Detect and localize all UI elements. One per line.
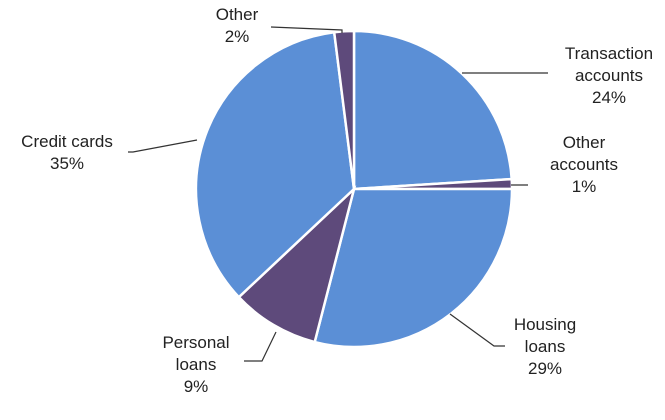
slice-value-label-credit-cards: 35%	[50, 154, 84, 173]
leader-line-personal-loans	[244, 331, 277, 362]
slice-name-label-other: Other	[216, 5, 259, 24]
slice-name-label-housing-loans: loans	[525, 337, 566, 356]
slice-value-label-other: 2%	[225, 27, 250, 46]
slice-name-label-credit-cards: Credit cards	[21, 132, 113, 151]
pie-slice-credit-cards	[194, 30, 356, 299]
leader-line-credit-cards	[128, 139, 198, 153]
slice-name-label-personal-loans: loans	[176, 355, 217, 374]
leader-line-other	[270, 26, 343, 33]
pie-slices	[194, 29, 514, 349]
leader-line-housing-loans	[449, 313, 505, 347]
slice-value-label-transaction-accounts: 24%	[592, 88, 626, 107]
slice-name-label-transaction-accounts: Transaction	[565, 44, 653, 63]
slice-name-label-personal-loans: Personal	[162, 333, 229, 352]
slice-name-label-other-accounts: Other	[563, 133, 606, 152]
slice-value-label-other-accounts: 1%	[572, 177, 597, 196]
pie-slice-transaction-accounts	[352, 29, 514, 191]
slice-name-label-transaction-accounts: accounts	[575, 66, 643, 85]
pie-slice-personal-loans	[237, 185, 357, 344]
slice-name-label-other-accounts: accounts	[550, 155, 618, 174]
slice-name-label-housing-loans: Housing	[514, 315, 576, 334]
slice-labels: Transaction accounts 24% Other accounts 1% Hou…	[21, 5, 653, 396]
pie-slice-housing-loans	[313, 187, 514, 349]
slice-value-label-personal-loans: 9%	[184, 377, 209, 396]
pie-slice-other	[332, 29, 356, 190]
leader-lines	[128, 26, 548, 362]
slice-value-label-housing-loans: 29%	[528, 359, 562, 378]
